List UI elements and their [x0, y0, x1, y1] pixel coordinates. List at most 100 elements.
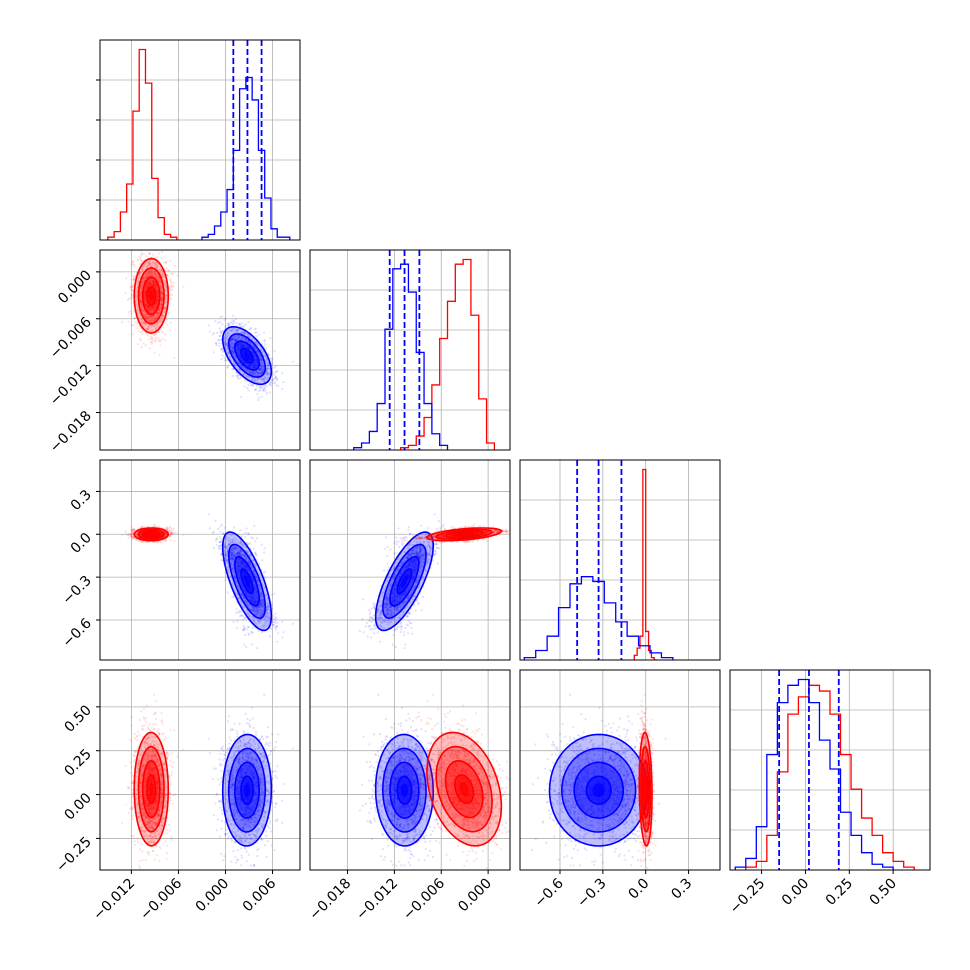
sample-point [219, 331, 222, 334]
sample-point [146, 316, 149, 320]
sample-point [143, 264, 146, 267]
sample-point [263, 380, 266, 383]
sample-point [242, 361, 246, 364]
sample-point [226, 591, 229, 594]
sample-point [260, 365, 264, 369]
sample-point [156, 289, 159, 293]
sample-point [260, 368, 263, 371]
sample-point [144, 255, 148, 258]
sample-point [249, 663, 251, 665]
sample-point [274, 616, 277, 619]
sample-point [263, 384, 267, 387]
sample-point [236, 322, 239, 325]
sample-point [148, 261, 151, 264]
sample-point [236, 344, 239, 348]
sample-point [227, 351, 230, 354]
gridlines [100, 40, 300, 240]
sample-point [155, 338, 158, 341]
sample-point [230, 329, 233, 332]
sample-point [155, 332, 158, 335]
sample-point [148, 282, 151, 285]
sample-point [245, 628, 248, 631]
sample-point [131, 294, 134, 297]
sample-point [170, 298, 173, 301]
sample-point [254, 357, 257, 360]
sample-point [149, 262, 152, 266]
sample-point [157, 276, 160, 279]
scatter-2-1 [120, 242, 294, 402]
sample-point [158, 308, 161, 312]
sample-point [147, 280, 150, 283]
sample-point [138, 276, 141, 280]
sample-point [165, 318, 168, 321]
sample-point [272, 378, 275, 381]
sample-point [182, 285, 185, 288]
sample-point [140, 290, 143, 294]
sample-point [155, 293, 159, 296]
sample-point [241, 331, 244, 335]
sample-point [214, 342, 218, 345]
sample-point [155, 285, 158, 289]
sample-point [151, 341, 154, 344]
sample-point [276, 621, 279, 624]
sample-point [147, 305, 150, 309]
sample-point [140, 303, 143, 306]
sample-point [145, 242, 147, 244]
sample-point [267, 373, 270, 376]
sample-point [245, 363, 248, 366]
sample-point [230, 338, 233, 341]
sample-point [145, 275, 148, 278]
sample-point [148, 316, 151, 319]
contour-line [221, 326, 273, 386]
sample-point [150, 283, 153, 286]
sample-point [263, 387, 266, 390]
sample-point [254, 355, 257, 358]
sample-point [253, 361, 256, 364]
sample-point [223, 356, 226, 359]
sample-point [238, 356, 241, 359]
sample-point [148, 251, 151, 254]
sample-point [134, 321, 137, 324]
sample-point [164, 339, 167, 342]
sample-point [146, 263, 150, 267]
sample-point [234, 334, 237, 338]
sample-point [156, 313, 160, 316]
sample-point [140, 301, 143, 304]
sample-point [233, 364, 236, 367]
sample-point [144, 263, 147, 266]
sample-point [236, 330, 239, 334]
sample-point [242, 324, 246, 327]
sample-point [266, 373, 269, 376]
sample-point [258, 372, 261, 375]
sample-point [155, 302, 158, 305]
sample-point [225, 337, 228, 340]
sample-point [240, 343, 243, 346]
sample-point [152, 283, 155, 287]
sample-point [157, 268, 160, 271]
sample-point [156, 266, 159, 269]
sample-point [170, 285, 173, 288]
sample-point [157, 275, 160, 278]
sample-point [258, 333, 261, 336]
sample-point [153, 280, 157, 283]
sample-point [253, 364, 256, 367]
sample-point [140, 300, 143, 303]
sample-point [161, 273, 164, 276]
sample-point [233, 338, 237, 341]
sample-point [146, 280, 149, 283]
sample-point [252, 365, 255, 368]
sample-point [224, 334, 227, 337]
sample-point [259, 359, 262, 362]
sample-point [250, 363, 253, 366]
sample-point [150, 342, 153, 345]
sample-point [241, 344, 245, 347]
sample-point [245, 338, 248, 342]
sample-point [153, 284, 156, 287]
sample-point [147, 305, 150, 308]
sample-point [271, 593, 274, 596]
sample-point [281, 636, 284, 639]
sample-point [164, 288, 167, 292]
sample-point [267, 376, 270, 379]
sample-point [143, 315, 146, 319]
sample-point [146, 271, 149, 275]
